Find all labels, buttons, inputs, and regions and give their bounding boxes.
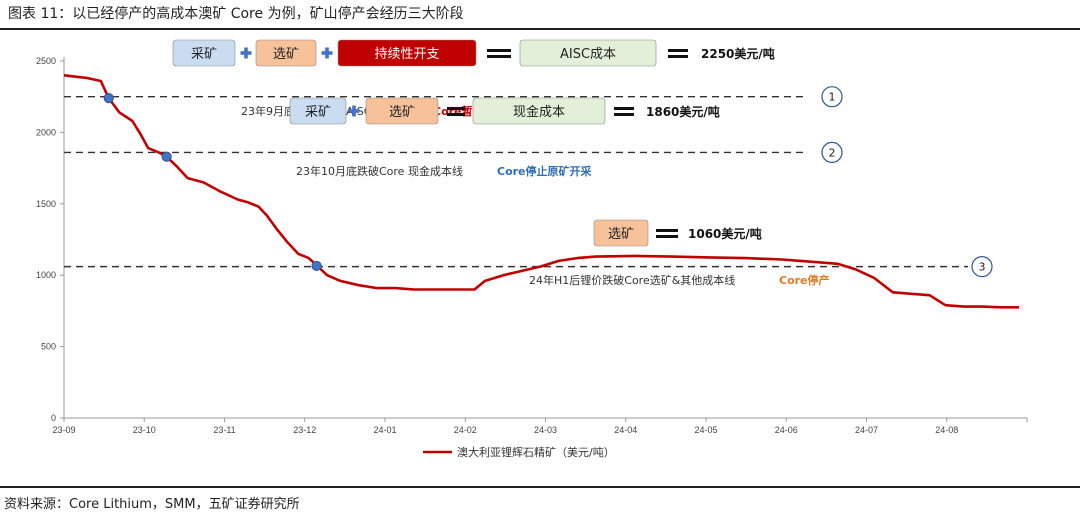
equals-icon	[487, 49, 511, 52]
y-tick-label: 500	[41, 342, 56, 352]
data-point-marker	[161, 151, 172, 162]
x-tick-label: 24-06	[775, 425, 798, 435]
mining-box	[289, 97, 347, 125]
data-point-marker	[103, 93, 114, 104]
row3-highlight: Core停产	[779, 273, 830, 287]
processing-label: 选矿	[273, 47, 299, 62]
chart: 0 500 1000 1500 2000 2500 23-09 23-10 23-11 23-12…	[36, 39, 1028, 459]
equals-icon	[447, 107, 465, 110]
legend-label: 澳大利亚锂辉石精矿（美元/吨）	[457, 445, 615, 459]
aisc-cost-box	[519, 39, 657, 67]
bottom-rule	[0, 486, 1080, 488]
plot-area	[63, 74, 1020, 309]
equals-icon	[614, 113, 634, 116]
cash-cost-box	[472, 97, 606, 125]
figure-title: 图表 11：以已经停产的高成本澳矿 Core 为例，矿山停产会经历三大阶段	[8, 6, 464, 22]
row3-value: 1060美元/吨	[688, 226, 762, 241]
y-tick-label: 1000	[36, 270, 56, 280]
row2-desc: 23年10月底跌破Core 现金成本线	[296, 164, 463, 178]
x-tick-label: 24-05	[694, 425, 717, 435]
stage-number: 3	[979, 261, 986, 274]
processing-label: 选矿	[608, 227, 634, 242]
sustaining-capex-label: 持续性开支	[374, 47, 439, 62]
x-tick-label: 23-09	[52, 425, 75, 435]
x-tick-label: 24-04	[614, 425, 637, 435]
equals-icon	[447, 113, 465, 116]
mining-label: 采矿	[305, 105, 331, 120]
x-tick-label: 23-12	[293, 425, 316, 435]
processing-box	[593, 219, 649, 247]
mining-box	[172, 39, 236, 67]
data-point-marker	[311, 260, 322, 272]
stage-number: 2	[829, 146, 836, 159]
stage-number-circle	[821, 141, 843, 163]
y-tick-label: 2000	[36, 127, 56, 137]
processing-box	[365, 97, 439, 125]
row2-highlight: Core停止原矿开采	[497, 164, 593, 178]
equals-icon	[656, 229, 678, 232]
source-note: 资料来源：Core Lithium，SMM，五矿证券研究所	[4, 497, 300, 512]
plus-icon	[244, 47, 248, 59]
x-tick-label: 24-08	[935, 425, 958, 435]
aisc-cost-label: AISC成本	[560, 47, 616, 62]
equals-icon	[487, 55, 511, 58]
stage-number-circle	[821, 86, 843, 108]
mining-label: 采矿	[191, 47, 217, 62]
sustaining-capex-box	[337, 39, 477, 67]
x-tick-label: 24-02	[454, 425, 477, 435]
plus-icon	[325, 47, 329, 59]
equals-icon	[656, 235, 678, 238]
stage-number: 1	[829, 91, 836, 104]
processing-box	[255, 39, 317, 67]
x-tick-label: 24-03	[534, 425, 557, 435]
equals-icon	[668, 55, 688, 58]
x-tick-label: 23-10	[133, 425, 156, 435]
plus-icon	[352, 105, 356, 117]
cash-cost-label: 现金成本	[513, 104, 565, 120]
legend: 澳大利亚锂辉石精矿（美元/吨）	[423, 445, 615, 459]
row3-desc: 24年H1后锂价跌破Core选矿&其他成本线	[529, 273, 735, 287]
x-tick-label: 24-07	[855, 425, 878, 435]
chart-axes: 0 500 1000 1500 2000 2500 23-09 23-10 23-11 23-12…	[36, 56, 1028, 435]
x-tick-label: 23-11	[213, 425, 235, 435]
y-tick-label: 1500	[36, 199, 56, 209]
processing-label: 选矿	[389, 105, 415, 120]
x-tick-label: 24-01	[373, 425, 396, 435]
y-tick-label: 2500	[36, 56, 56, 66]
threshold-lines: 1 2 3	[64, 86, 993, 278]
stage-number-circle	[971, 256, 993, 278]
row1-value: 2250美元/吨	[701, 46, 775, 61]
equals-icon	[614, 107, 634, 110]
row2-value: 1860美元/吨	[646, 104, 720, 119]
y-tick-label: 0	[51, 413, 56, 423]
equals-icon	[668, 49, 688, 52]
top-rule	[0, 28, 1080, 30]
